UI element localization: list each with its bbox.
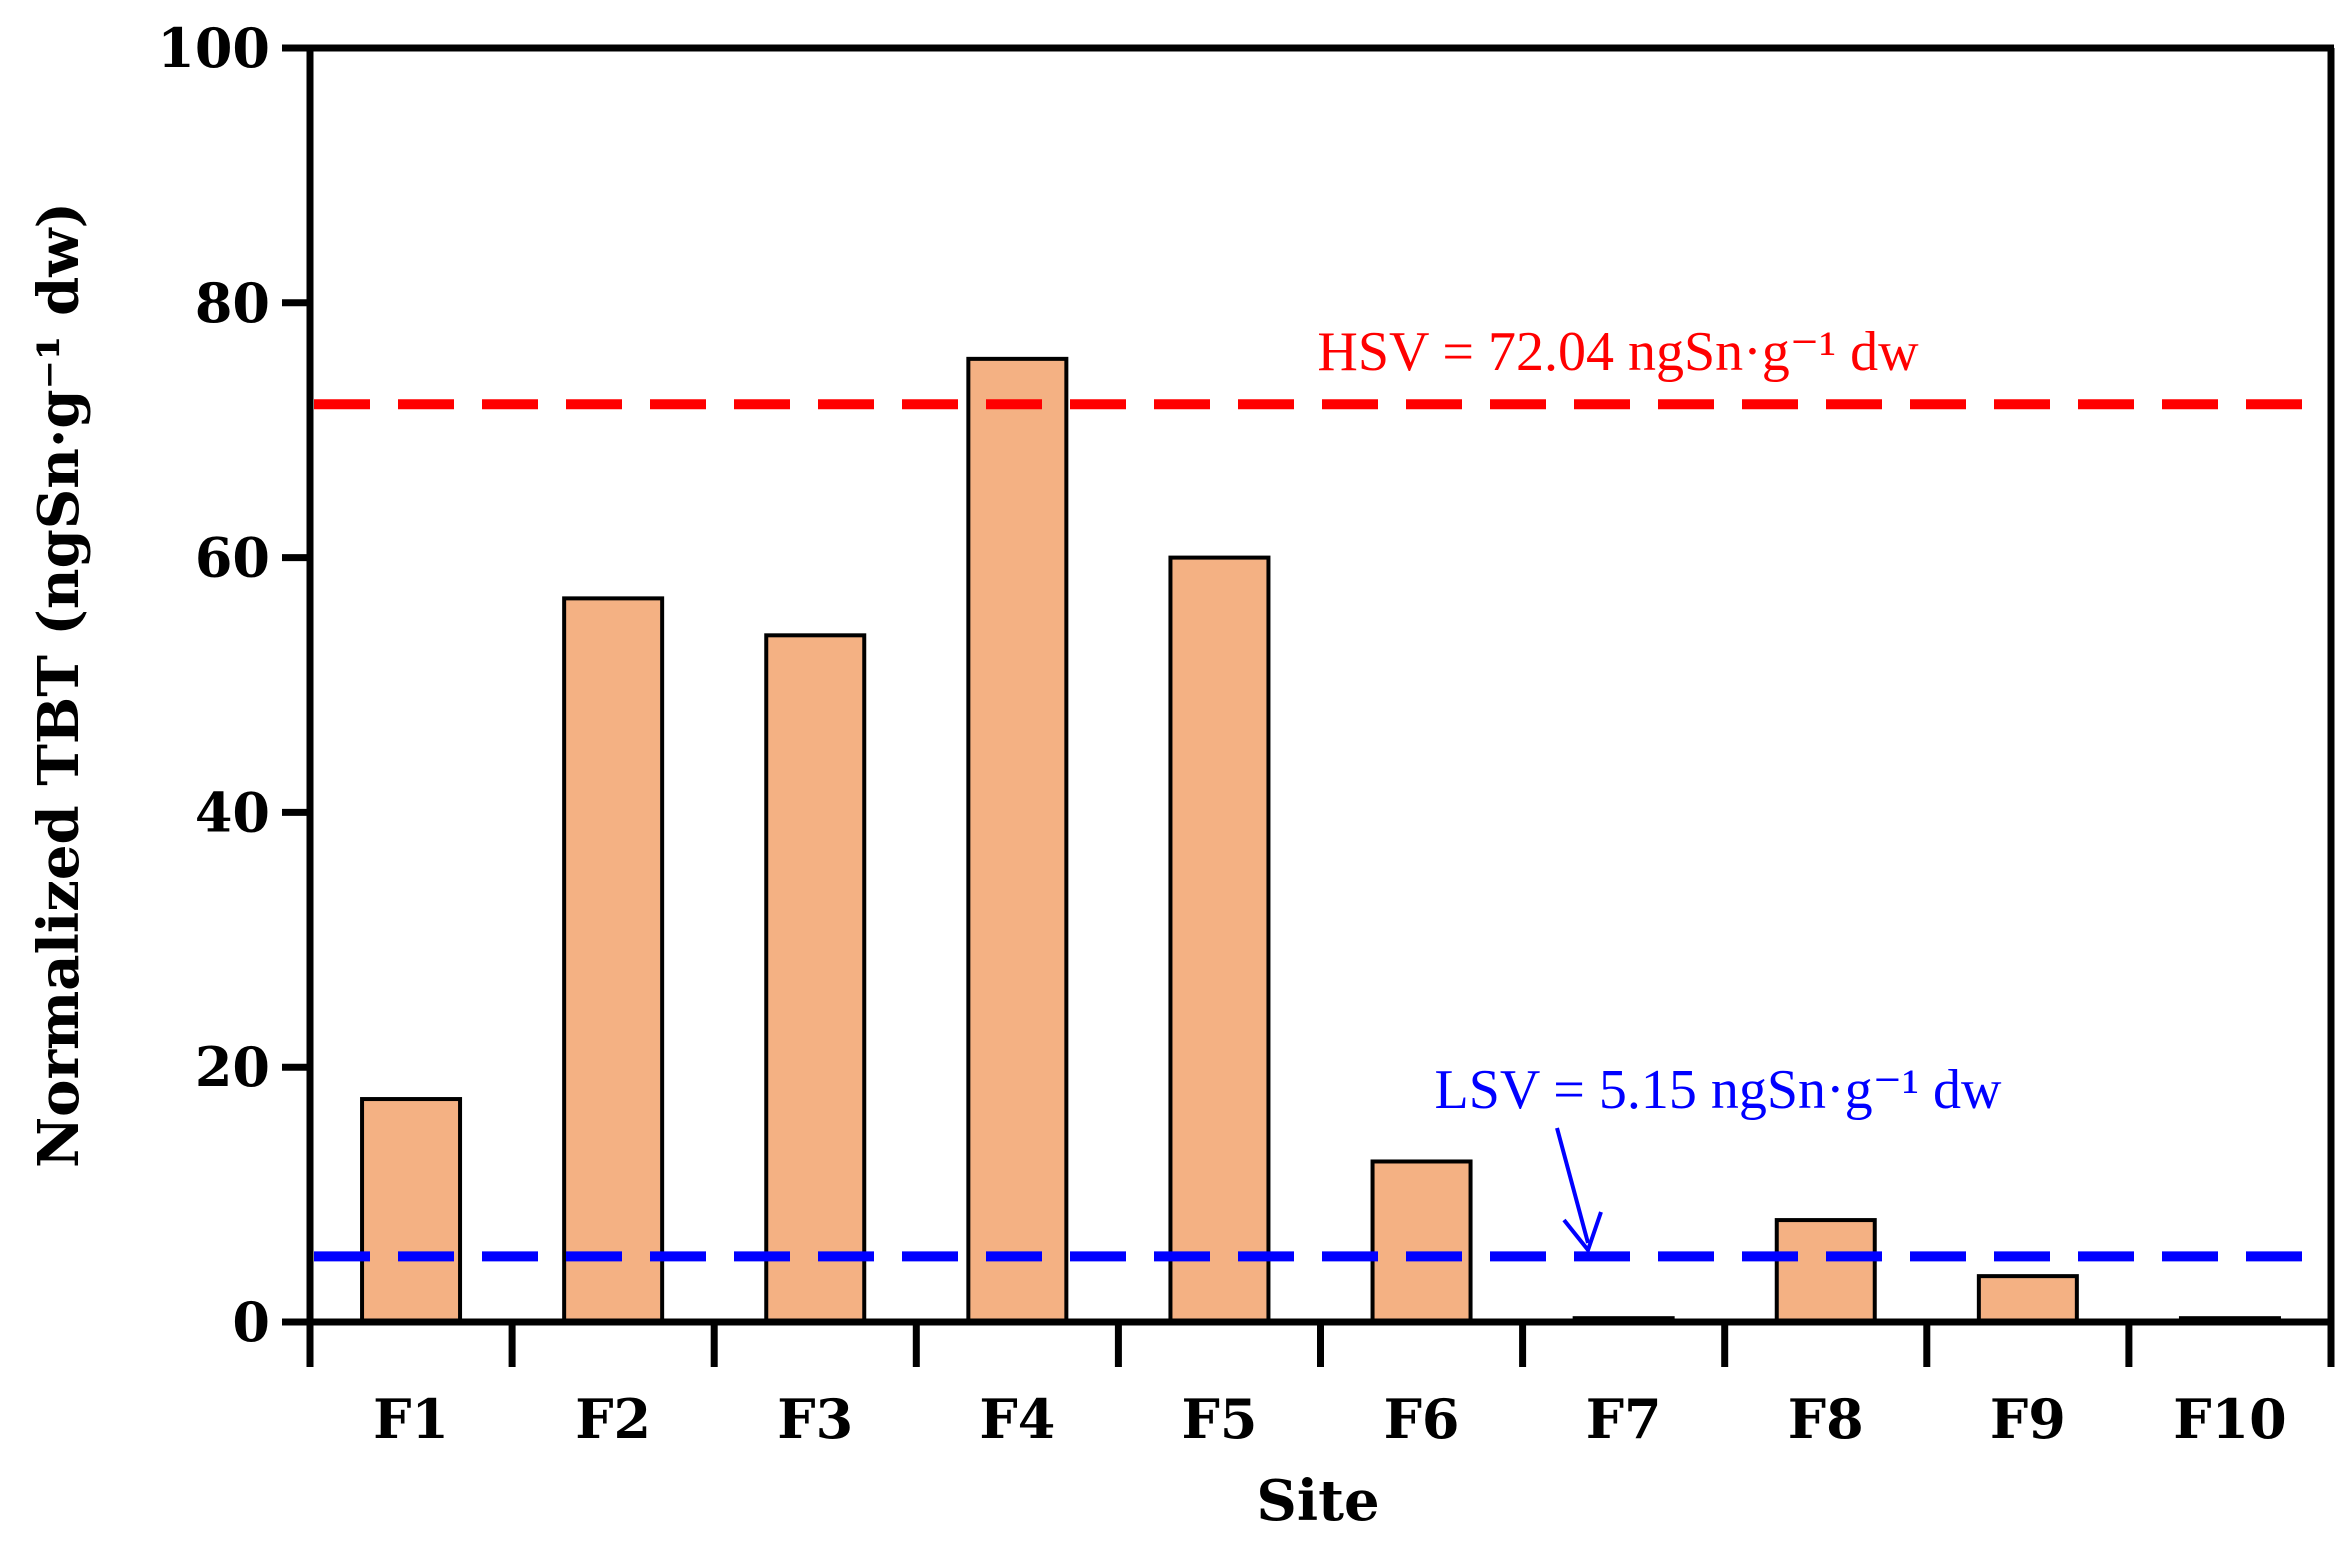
reference-labels-group: HSV = 72.04 ngSn·g⁻¹ dw LSV = 5.15 ngSn·… [1317,321,2003,1255]
x-tick-label-f3: F3 [777,1387,853,1451]
x-tick-label-f1: F1 [373,1387,449,1451]
x-tick-label-f10: F10 [2173,1387,2286,1451]
y-axis-title: Normalized TBT (ngSn·g⁻¹ dw) [26,202,92,1168]
hsv-label: HSV = 72.04 ngSn·g⁻¹ dw [1317,321,1919,383]
bar-f5 [1168,555,1271,1324]
x-ticks-group: F1 F2 F3 F4 F5 F6 F7 F8 F9 F10 [306,1322,2335,1451]
x-tick-label-f9: F9 [1990,1387,2066,1451]
y-tick-label-80: 80 [195,271,270,335]
lsv-arrow [1555,1127,1603,1255]
y-tick-label-60: 60 [195,526,270,590]
y-tick-label-20: 20 [195,1035,270,1099]
y-tick-label-100: 100 [157,16,270,80]
x-axis-title: Site [1256,1468,1379,1534]
bar-f2 [562,596,665,1324]
x-tick-label-f4: F4 [979,1387,1055,1451]
bars-group [360,356,2281,1325]
bar-f1 [360,1097,463,1325]
x-tick-label-f5: F5 [1181,1387,1257,1451]
bar-f9 [1976,1274,2079,1324]
x-tick-label-f7: F7 [1586,1387,1662,1451]
y-tick-label-0: 0 [232,1290,270,1354]
bar-f3 [764,633,867,1324]
bar-f6 [1370,1159,1473,1324]
y-tick-label-40: 40 [195,780,270,844]
x-tick-label-f6: F6 [1384,1387,1460,1451]
bar-f8 [1774,1218,1877,1324]
x-tick-label-f2: F2 [575,1387,651,1451]
lsv-label: LSV = 5.15 ngSn·g⁻¹ dw [1435,1059,2003,1121]
y-ticks-group: 0 20 40 60 80 100 [157,16,310,1354]
x-tick-label-f8: F8 [1788,1387,1864,1451]
bar-f4 [966,356,1069,1324]
